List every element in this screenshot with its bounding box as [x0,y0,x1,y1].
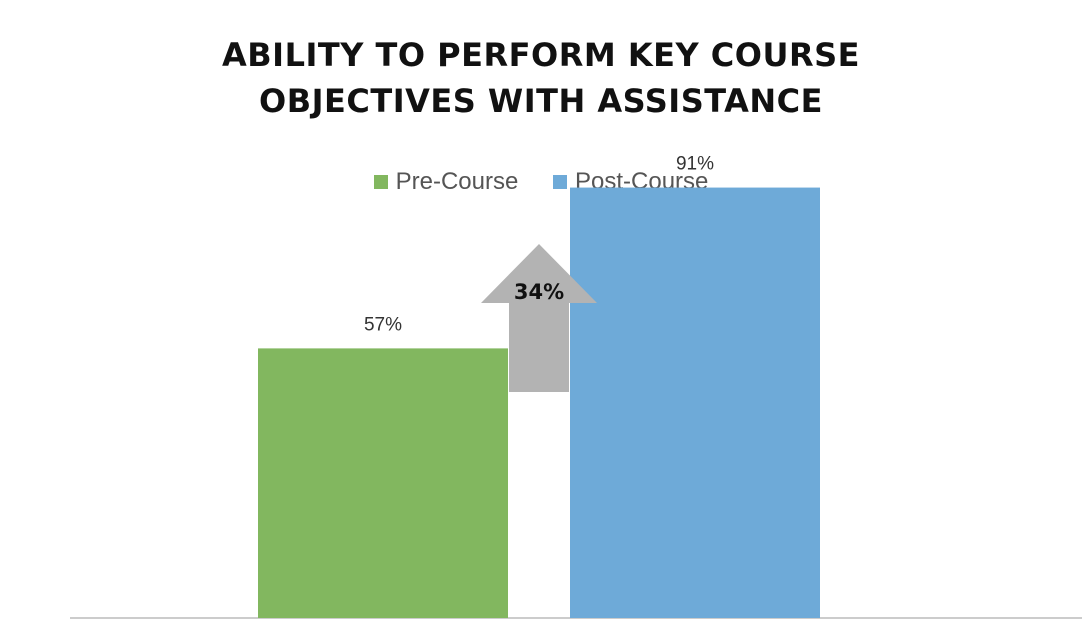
legend-swatch-post-course [553,175,567,189]
data-label-post-course: 91% [676,154,714,175]
legend-item-pre-course: Pre-Course [373,168,519,196]
legend-swatch-pre-course [373,175,388,189]
data-label-pre-course: 57% [364,314,402,335]
chart-title-line-2: OBJECTIVES WITH ASSISTANCE [259,82,823,120]
legend-label-pre-course: Pre-Course [395,168,519,195]
chart-title-line-1: ABILITY TO PERFORM KEY COURSE [222,36,860,74]
bar-pre-course [258,348,508,618]
increase-arrow-label: 34% [514,280,564,304]
increase-arrow-icon [481,244,597,392]
bar-post-course [570,187,820,618]
chart-title: ABILITY TO PERFORM KEY COURSE OBJECTIVES… [0,32,1082,124]
